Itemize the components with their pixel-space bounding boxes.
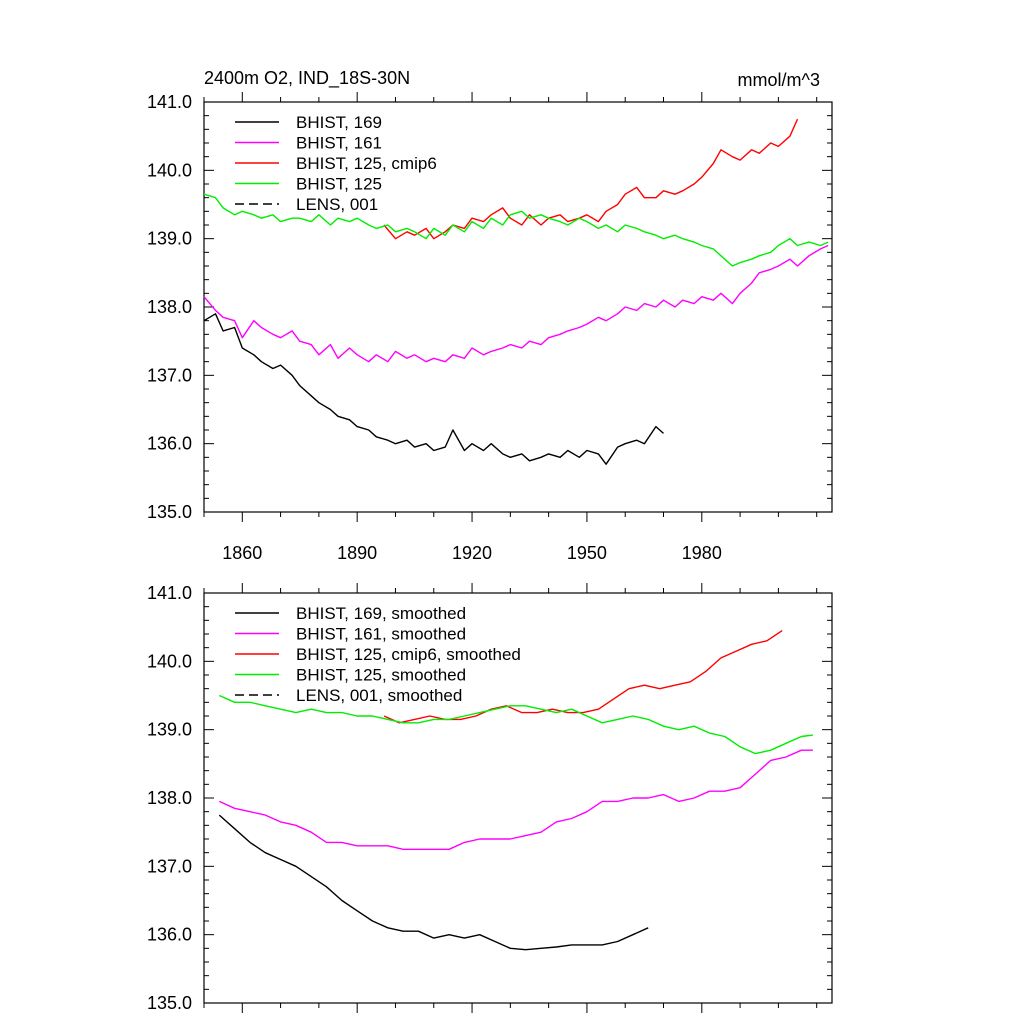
y-tick-label: 137.0 [147, 856, 192, 876]
series-line-0 [203, 313, 664, 465]
y-tick-label: 136.0 [147, 925, 192, 945]
units-label: mmol/m^3 [738, 70, 820, 90]
legend-label: BHIST, 125 [296, 175, 382, 194]
series-line-0 [218, 814, 649, 951]
y-tick-label: 135.0 [147, 502, 192, 522]
x-tick-label: 1920 [452, 543, 492, 563]
series-line-2 [383, 118, 799, 240]
legend-label: BHIST, 125, smoothed [296, 666, 466, 685]
y-tick-label: 138.0 [147, 788, 192, 808]
x-tick-label: 1980 [682, 543, 722, 563]
bottom-panel: 135.0 136.0 137.0 138.0 139.0 140.0 141.0 BHIST… [147, 583, 833, 1013]
series-line-1 [219, 749, 813, 850]
y-tick-label: 140.0 [147, 651, 192, 671]
legend-label: LENS, 001 [296, 195, 378, 214]
y-tick-label: 138.0 [147, 297, 192, 317]
x-tick-label: 1890 [337, 543, 377, 563]
legend-label: BHIST, 125, cmip6 [296, 154, 437, 173]
legend-label: BHIST, 169 [296, 113, 382, 132]
y-tick-label: 139.0 [147, 720, 192, 740]
legend-label: BHIST, 161, smoothed [296, 625, 466, 644]
legend-label: LENS, 001, smoothed [296, 686, 462, 705]
legend-label: BHIST, 125, cmip6, smoothed [296, 645, 521, 664]
series-line-1 [203, 244, 829, 363]
y-tick-label: 140.0 [147, 160, 192, 180]
y-tick-label: 141.0 [147, 92, 192, 112]
y-tick-label: 141.0 [147, 583, 192, 603]
y-tick-label: 136.0 [147, 434, 192, 454]
x-tick-label: 1860 [222, 543, 262, 563]
chart-title: 2400m O2, IND_18S-30N [204, 68, 410, 89]
series-line-3 [219, 694, 813, 755]
legend-label: BHIST, 161 [296, 134, 382, 153]
legend-label: BHIST, 169, smoothed [296, 604, 466, 623]
y-tick-label: 137.0 [147, 365, 192, 385]
series-line-3 [203, 193, 829, 267]
y-tick-label: 135.0 [147, 993, 192, 1013]
y-tick-label: 139.0 [147, 229, 192, 249]
top-panel: 135.0 136.0 137.0 138.0 139.0 140.0 141.0 1860 1… [147, 92, 833, 563]
x-tick-label: 1950 [567, 543, 607, 563]
